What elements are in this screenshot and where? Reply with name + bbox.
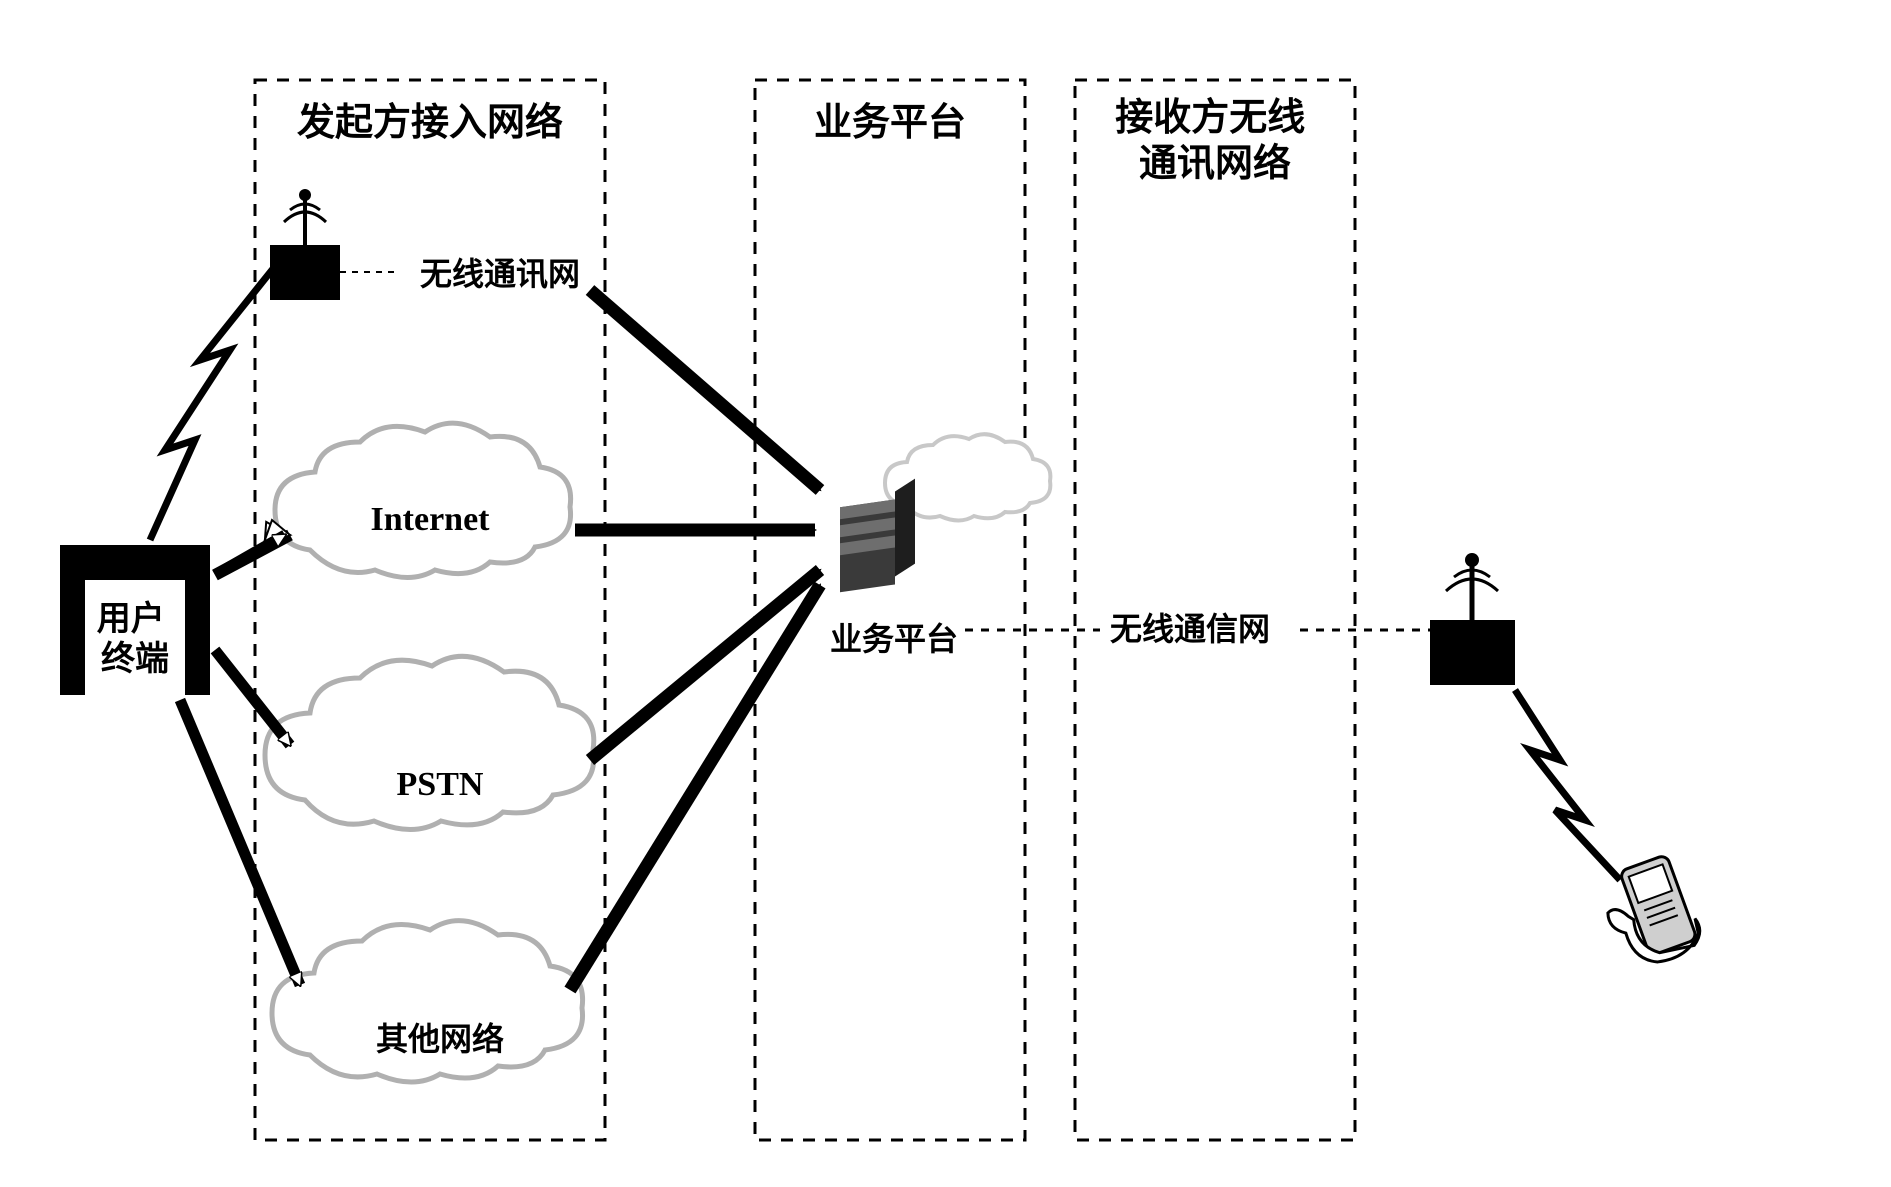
column-title-line2: 通讯网络 [1139,142,1291,185]
pstn-cloud: PSTN [265,656,594,829]
server-icon [840,434,1050,592]
other-net-label: 其他网络 [376,1021,504,1057]
wireless-net-label: 无线通讯网 [420,256,580,292]
receiver-net-label: 无线通信网 [1110,611,1270,647]
column-platform: 业务平台 [755,80,1025,1140]
server-label: 业务平台 [830,621,958,657]
column-title: 业务平台 [814,102,966,144]
edge-user-pstn-line [215,650,290,745]
edge-user-internet-line [215,535,285,575]
column-title: 接收方无线 通讯网络 [1115,97,1315,185]
internet-label: Internet [371,501,491,538]
other-cloud: 其他网络 [272,921,583,1082]
wireless-tower-icon [270,189,400,300]
internet-cloud: Internet [275,423,571,577]
edge-pstn-server [590,570,820,760]
user-terminal-icon: 用户 终端 [60,545,210,695]
receiver-tower-icon [1430,553,1515,685]
pstn-label: PSTN [397,766,484,803]
edge-lightning-user-tower [150,260,280,540]
edge-other-server [570,585,820,990]
column-title: 发起方接入网络 [297,101,563,144]
column-receiver: 接收方无线 通讯网络 [1075,80,1355,1140]
edge-lightning-tower-phone [1515,690,1620,880]
column-title-line1: 接收方无线 [1115,97,1305,139]
edge-tower-server [590,290,820,490]
